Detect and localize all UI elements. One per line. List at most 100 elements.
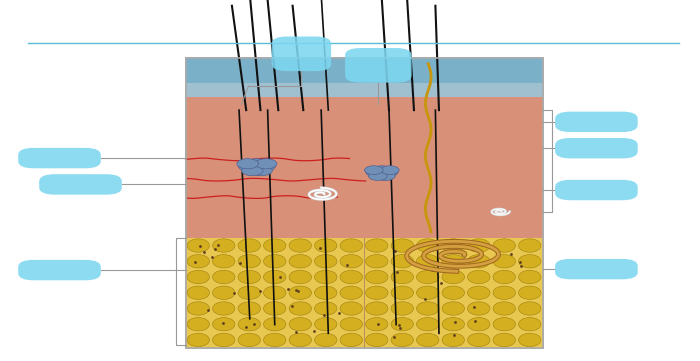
Ellipse shape [493, 286, 515, 299]
Ellipse shape [493, 255, 515, 268]
Ellipse shape [442, 302, 465, 315]
Ellipse shape [340, 333, 363, 347]
Ellipse shape [238, 302, 260, 315]
Ellipse shape [442, 270, 465, 284]
Circle shape [366, 168, 384, 177]
Ellipse shape [391, 286, 414, 299]
Ellipse shape [468, 286, 490, 299]
Circle shape [372, 166, 391, 174]
Ellipse shape [213, 302, 235, 315]
Ellipse shape [519, 318, 541, 331]
Ellipse shape [187, 255, 209, 268]
Ellipse shape [519, 239, 541, 252]
Ellipse shape [289, 239, 312, 252]
Ellipse shape [365, 302, 388, 315]
Ellipse shape [238, 255, 260, 268]
Ellipse shape [213, 318, 235, 331]
Bar [186, 238, 542, 348]
Bar [186, 58, 542, 348]
Ellipse shape [213, 270, 235, 284]
Ellipse shape [468, 318, 490, 331]
FancyBboxPatch shape [18, 148, 101, 168]
Ellipse shape [416, 302, 439, 315]
Ellipse shape [519, 270, 541, 284]
Ellipse shape [493, 270, 515, 284]
Ellipse shape [289, 302, 312, 315]
Bar [186, 58, 542, 348]
Ellipse shape [213, 286, 235, 299]
Ellipse shape [519, 333, 541, 347]
Ellipse shape [442, 255, 465, 268]
Ellipse shape [289, 270, 312, 284]
Ellipse shape [314, 239, 337, 252]
Ellipse shape [263, 239, 286, 252]
Circle shape [365, 166, 383, 174]
Circle shape [251, 166, 272, 176]
Ellipse shape [289, 255, 312, 268]
Ellipse shape [416, 318, 439, 331]
Ellipse shape [493, 302, 515, 315]
FancyBboxPatch shape [555, 112, 638, 132]
Ellipse shape [289, 333, 312, 347]
Ellipse shape [187, 286, 209, 299]
Ellipse shape [314, 302, 337, 315]
Ellipse shape [468, 270, 490, 284]
Ellipse shape [493, 239, 515, 252]
Ellipse shape [213, 239, 235, 252]
FancyBboxPatch shape [345, 48, 412, 83]
Ellipse shape [238, 318, 260, 331]
Ellipse shape [442, 333, 465, 347]
Ellipse shape [391, 270, 414, 284]
Ellipse shape [289, 318, 312, 331]
Ellipse shape [263, 270, 286, 284]
Ellipse shape [468, 255, 490, 268]
Ellipse shape [468, 333, 490, 347]
Circle shape [379, 168, 398, 177]
Ellipse shape [187, 270, 209, 284]
Ellipse shape [314, 286, 337, 299]
Ellipse shape [391, 333, 414, 347]
Ellipse shape [391, 255, 414, 268]
FancyBboxPatch shape [555, 259, 638, 279]
Ellipse shape [365, 270, 388, 284]
Ellipse shape [289, 286, 312, 299]
Ellipse shape [238, 333, 260, 347]
Ellipse shape [238, 286, 260, 299]
Ellipse shape [365, 333, 388, 347]
Ellipse shape [314, 318, 337, 331]
Ellipse shape [340, 255, 363, 268]
Ellipse shape [391, 239, 414, 252]
Ellipse shape [365, 286, 388, 299]
Ellipse shape [519, 286, 541, 299]
Ellipse shape [340, 302, 363, 315]
Circle shape [381, 166, 399, 174]
Circle shape [377, 172, 395, 180]
Ellipse shape [213, 333, 235, 347]
Circle shape [256, 159, 277, 169]
Ellipse shape [187, 239, 209, 252]
Circle shape [241, 166, 263, 176]
Ellipse shape [365, 318, 388, 331]
Ellipse shape [416, 333, 439, 347]
Ellipse shape [391, 302, 414, 315]
Ellipse shape [442, 286, 465, 299]
Ellipse shape [416, 270, 439, 284]
Ellipse shape [519, 302, 541, 315]
Circle shape [239, 161, 260, 171]
Bar [186, 97, 542, 238]
FancyBboxPatch shape [555, 138, 638, 158]
Ellipse shape [314, 333, 337, 347]
Ellipse shape [340, 318, 363, 331]
FancyBboxPatch shape [18, 260, 101, 280]
Ellipse shape [416, 286, 439, 299]
Ellipse shape [263, 302, 286, 315]
Ellipse shape [493, 318, 515, 331]
Ellipse shape [263, 318, 286, 331]
Ellipse shape [340, 239, 363, 252]
Bar [186, 83, 542, 97]
Ellipse shape [340, 270, 363, 284]
Ellipse shape [468, 239, 490, 252]
Ellipse shape [187, 318, 209, 331]
Circle shape [237, 159, 258, 169]
Ellipse shape [314, 270, 337, 284]
